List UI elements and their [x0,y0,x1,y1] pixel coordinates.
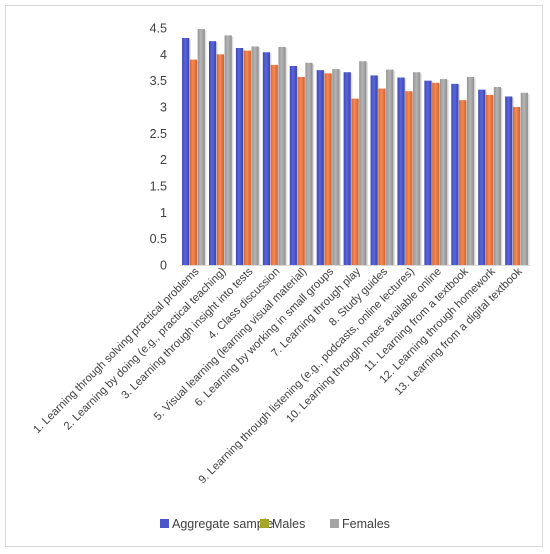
bar [343,72,351,266]
bar [424,80,432,266]
bar [297,76,305,265]
y-tick-label: 2.5 [150,127,167,141]
bar [270,64,278,265]
bar [351,98,359,265]
bar [451,83,459,266]
bar [324,73,332,265]
y-tick-label: 0.5 [150,232,167,246]
y-axis: 0 0.5 1 1.5 2 2.5 3 3.5 4 4.5 [150,22,167,273]
bar [439,79,448,265]
bars [182,29,530,266]
legend-swatch [330,519,339,528]
bar [262,52,271,265]
bar [278,46,286,266]
bar [486,94,494,266]
series-0 [182,38,514,266]
bar [197,29,205,266]
bar [378,88,386,265]
bar [305,62,313,266]
bar [493,86,502,265]
bar [432,82,440,265]
bar [397,77,405,265]
series-1 [189,50,522,266]
legend-swatch [260,519,269,528]
x-axis: 1. Learning through solving practical pr… [31,265,530,486]
bar [413,72,421,266]
y-tick-label: 3 [160,101,167,115]
bar [386,69,394,266]
bar [405,91,413,265]
legend-item: Males [260,517,305,531]
bar [189,59,198,265]
legend-swatch [160,519,169,528]
legend-label: Males [272,517,305,531]
bar [359,61,367,266]
bar [370,75,378,266]
series-2 [197,29,530,266]
y-tick-label: 3.5 [150,74,167,88]
y-tick-label: 0 [160,259,167,273]
bar [459,100,467,265]
bar [235,48,244,265]
bar [505,96,513,265]
y-tick-label: 2 [160,153,167,167]
bar [466,76,475,265]
legend-item: Females [330,517,390,531]
bar [316,70,324,265]
y-tick-label: 4 [160,48,167,62]
y-tick-label: 1.5 [150,180,167,194]
legend-item: Aggregate sample [160,517,274,531]
bar [182,38,190,265]
bar [251,46,259,265]
y-tick-label: 4.5 [150,22,167,36]
x-tick-label: 2. Learning by doing (e.g., practical te… [62,265,229,432]
bar [216,54,224,266]
bar [243,50,251,265]
bar [520,92,528,265]
y-tick-label: 1 [160,206,167,220]
chart-frame [5,5,543,547]
legend-label: Aggregate sample [172,517,274,531]
bar [208,41,217,265]
legend-label: Females [342,517,390,531]
bar [478,89,486,266]
bar [289,65,297,265]
bar [224,35,232,265]
bar [332,69,340,265]
bar [512,107,521,265]
